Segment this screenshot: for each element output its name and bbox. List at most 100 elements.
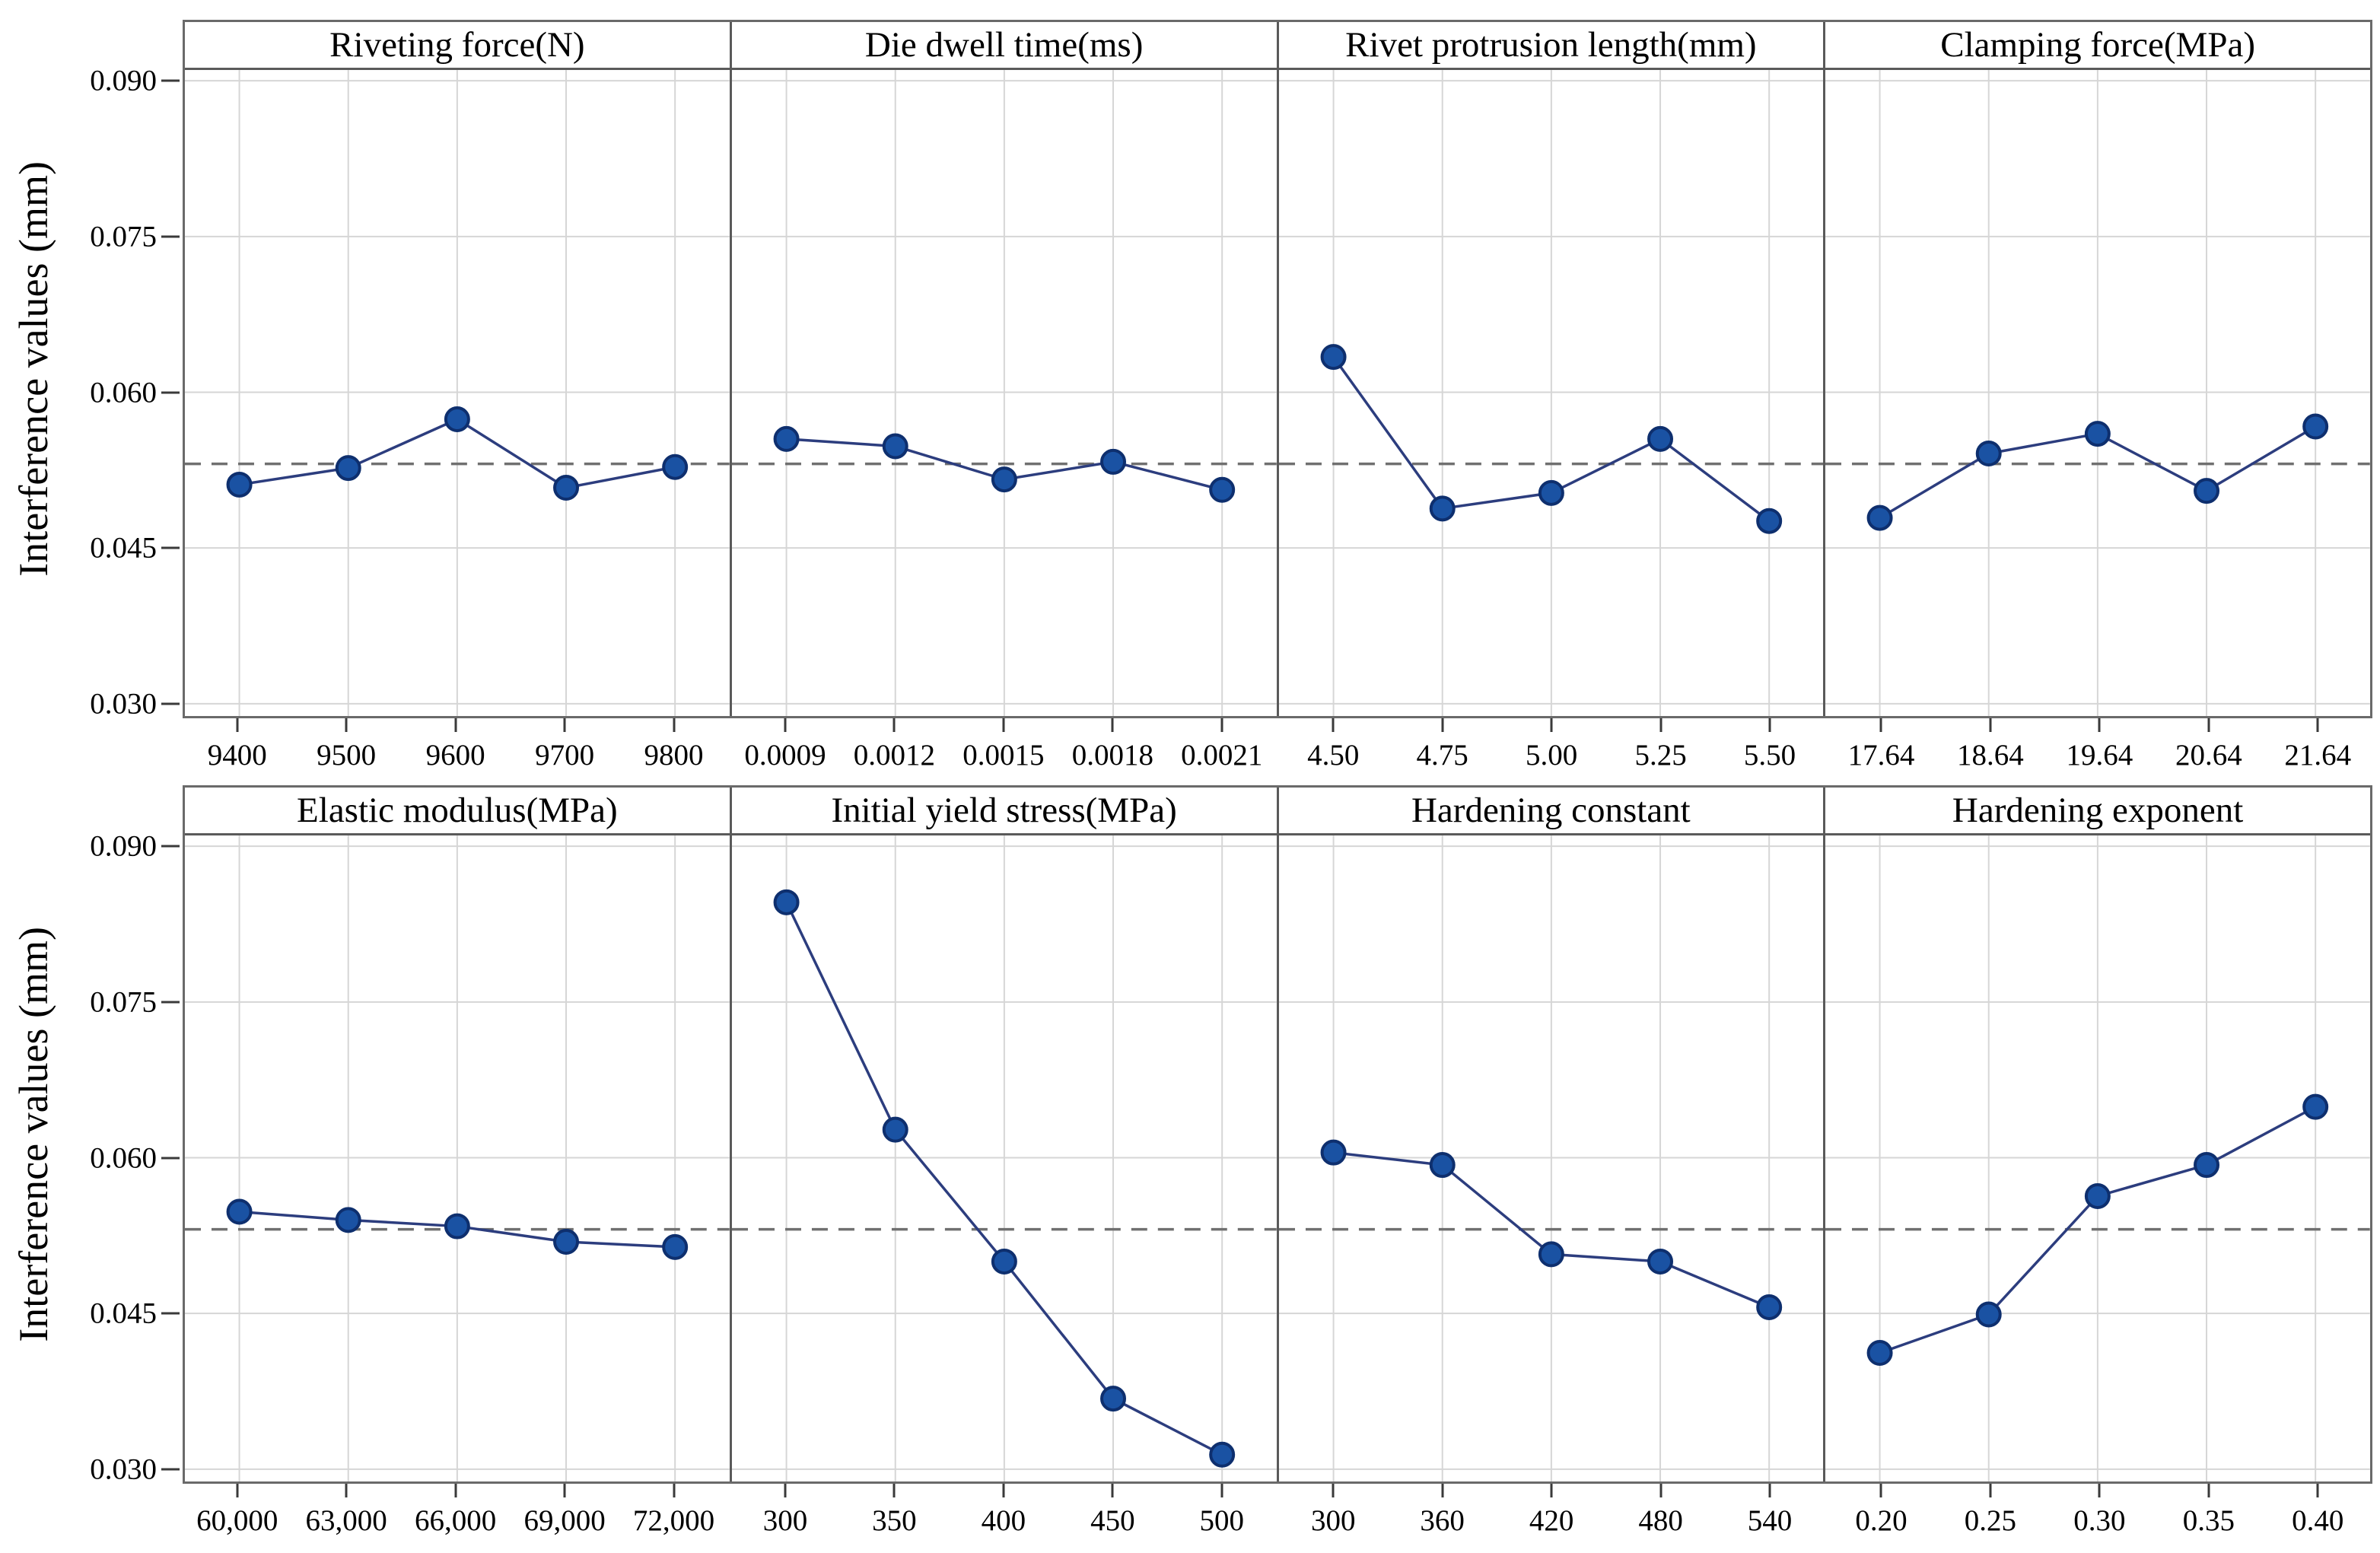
data-point-marker <box>1099 448 1126 475</box>
plot-area <box>731 835 1277 1481</box>
data-point-marker <box>444 1213 470 1240</box>
y-tick-mark <box>161 1157 180 1159</box>
plot-area <box>1825 70 2370 716</box>
plot-area <box>731 70 1277 716</box>
x-axis-clamping-force: 17.64 18.64 19.64 20.64 21.64 <box>1825 718 2372 773</box>
x-tick-mark <box>1768 718 1771 732</box>
y-tick-label: 0.030 <box>90 687 157 721</box>
plot-area <box>1278 835 1824 1481</box>
data-point-marker <box>1208 1441 1235 1468</box>
x-tick-label: 540 <box>1747 1504 1793 1537</box>
x-tick-mark <box>784 1484 787 1497</box>
x-tick-mark <box>673 1484 676 1497</box>
data-point-marker <box>1429 1152 1456 1179</box>
x-tick-label: 4.50 <box>1307 739 1360 772</box>
line-chart <box>1278 70 1824 716</box>
x-axis-hardening-exponent: 0.20 0.25 0.30 0.35 0.40 <box>1825 1484 2372 1539</box>
y-axis-bottom: 0.090 0.075 0.060 0.045 0.030 <box>61 785 183 1539</box>
x-tick-mark <box>1659 718 1662 732</box>
data-point-marker <box>882 433 908 460</box>
line-chart <box>1278 835 1824 1481</box>
x-tick-mark <box>1441 718 1444 732</box>
x-tick-label: 0.0009 <box>744 739 826 772</box>
panels-frame-bottom: Elastic modulus(MPa) Initial yield stres… <box>183 785 2372 1484</box>
panel-hardening-exponent: Hardening exponent <box>1823 788 2370 1481</box>
data-point-marker <box>1647 425 1673 452</box>
x-tick-mark <box>1550 718 1553 732</box>
line-chart <box>185 835 730 1481</box>
y-axis-title-cell-top: Interference values (mm) <box>6 20 61 718</box>
x-tick-label: 0.20 <box>1855 1504 1908 1537</box>
x-axis-elastic-modulus: 60,000 63,000 66,000 69,000 72,000 <box>183 1484 728 1539</box>
panel-hardening-constant: Hardening constant <box>1276 788 1824 1481</box>
x-tick-label: 5.25 <box>1634 739 1687 772</box>
data-point-marker <box>1320 344 1347 371</box>
data-point-marker <box>1099 1386 1126 1412</box>
x-axis-hardening-constant: 300 360 420 480 540 <box>1277 1484 1825 1539</box>
x-tick-mark <box>1989 1484 1992 1497</box>
x-tick-mark <box>236 1484 239 1497</box>
data-point-marker <box>2194 1152 2220 1179</box>
y-tick-label: 0.075 <box>90 985 157 1019</box>
line-chart <box>1825 835 2370 1481</box>
x-tick-label: 17.64 <box>1847 739 1915 772</box>
x-tick-label: 60,000 <box>196 1504 278 1537</box>
y-axis-title-cell-bottom: Interference values (mm) <box>6 785 61 1484</box>
data-point-marker <box>773 889 800 915</box>
x-axis-initial-yield-stress: 300 350 400 450 500 <box>728 1484 1276 1539</box>
x-tick-mark <box>2316 718 2319 732</box>
y-axis-top: 0.090 0.075 0.060 0.045 0.030 <box>61 20 183 773</box>
x-tick-label: 0.40 <box>2292 1504 2344 1537</box>
x-tick-mark <box>892 718 896 732</box>
data-point-marker <box>773 425 800 452</box>
x-tick-mark <box>345 1484 348 1497</box>
x-tick-mark <box>1989 718 1992 732</box>
data-point-marker <box>1755 1294 1782 1320</box>
y-tick-mark <box>161 845 180 848</box>
data-point-marker <box>991 1248 1017 1275</box>
x-tick-mark <box>1002 1484 1005 1497</box>
data-point-marker <box>553 475 580 501</box>
data-point-marker <box>662 1233 689 1260</box>
x-axis-labels-row-bottom: 60,000 63,000 66,000 69,000 72,000 300 3… <box>183 1484 2372 1539</box>
y-tick-label: 0.030 <box>90 1453 157 1486</box>
x-tick-label: 350 <box>872 1504 917 1537</box>
y-tick-mark <box>161 1001 180 1004</box>
y-axis-tick-labels: 0.090 0.075 0.060 0.045 0.030 <box>61 830 183 1486</box>
data-point-marker <box>1208 476 1235 503</box>
x-tick-label: 360 <box>1420 1504 1465 1537</box>
x-axis-die-dwell-time: 0.0009 0.0012 0.0015 0.0018 0.0021 <box>728 718 1276 773</box>
panel-title: Elastic modulus(MPa) <box>185 788 730 835</box>
x-axis-rivet-protrusion-length: 4.50 4.75 5.00 5.25 5.50 <box>1277 718 1825 773</box>
data-point-marker <box>2194 478 2220 504</box>
panels-area-bottom: Elastic modulus(MPa) Initial yield stres… <box>183 785 2372 1539</box>
x-tick-label: 300 <box>1310 1504 1356 1537</box>
y-tick-label: 0.045 <box>90 1297 157 1330</box>
panel-die-dwell-time: Die dwell time(ms) <box>729 22 1277 716</box>
x-tick-mark <box>1111 718 1114 732</box>
data-point-marker <box>2302 413 2329 440</box>
x-tick-mark <box>2207 1484 2210 1497</box>
y-tick-label: 0.090 <box>90 829 157 863</box>
x-tick-label: 420 <box>1529 1504 1574 1537</box>
panel-clamping-force: Clamping force(MPa) <box>1823 22 2370 716</box>
x-tick-mark <box>1879 718 1882 732</box>
x-tick-label: 0.25 <box>1964 1504 2017 1537</box>
data-point-marker <box>1538 1241 1564 1268</box>
y-axis-title: Interference values (mm) <box>11 927 56 1342</box>
data-point-marker <box>991 466 1017 493</box>
panel-title: Hardening exponent <box>1825 788 2370 835</box>
y-tick-mark <box>161 702 180 705</box>
plot-area <box>185 835 730 1481</box>
x-tick-label: 500 <box>1199 1504 1245 1537</box>
x-tick-label: 300 <box>762 1504 808 1537</box>
panel-title: Riveting force(N) <box>185 22 730 70</box>
x-tick-mark <box>563 1484 566 1497</box>
data-point-marker <box>2085 1182 2111 1209</box>
x-tick-label: 9500 <box>317 739 377 772</box>
x-tick-mark <box>892 1484 896 1497</box>
x-tick-label: 69,000 <box>523 1504 606 1537</box>
x-axis-riveting-force: 9400 9500 9600 9700 9800 <box>183 718 728 773</box>
panel-title: Rivet protrusion length(mm) <box>1278 22 1824 70</box>
